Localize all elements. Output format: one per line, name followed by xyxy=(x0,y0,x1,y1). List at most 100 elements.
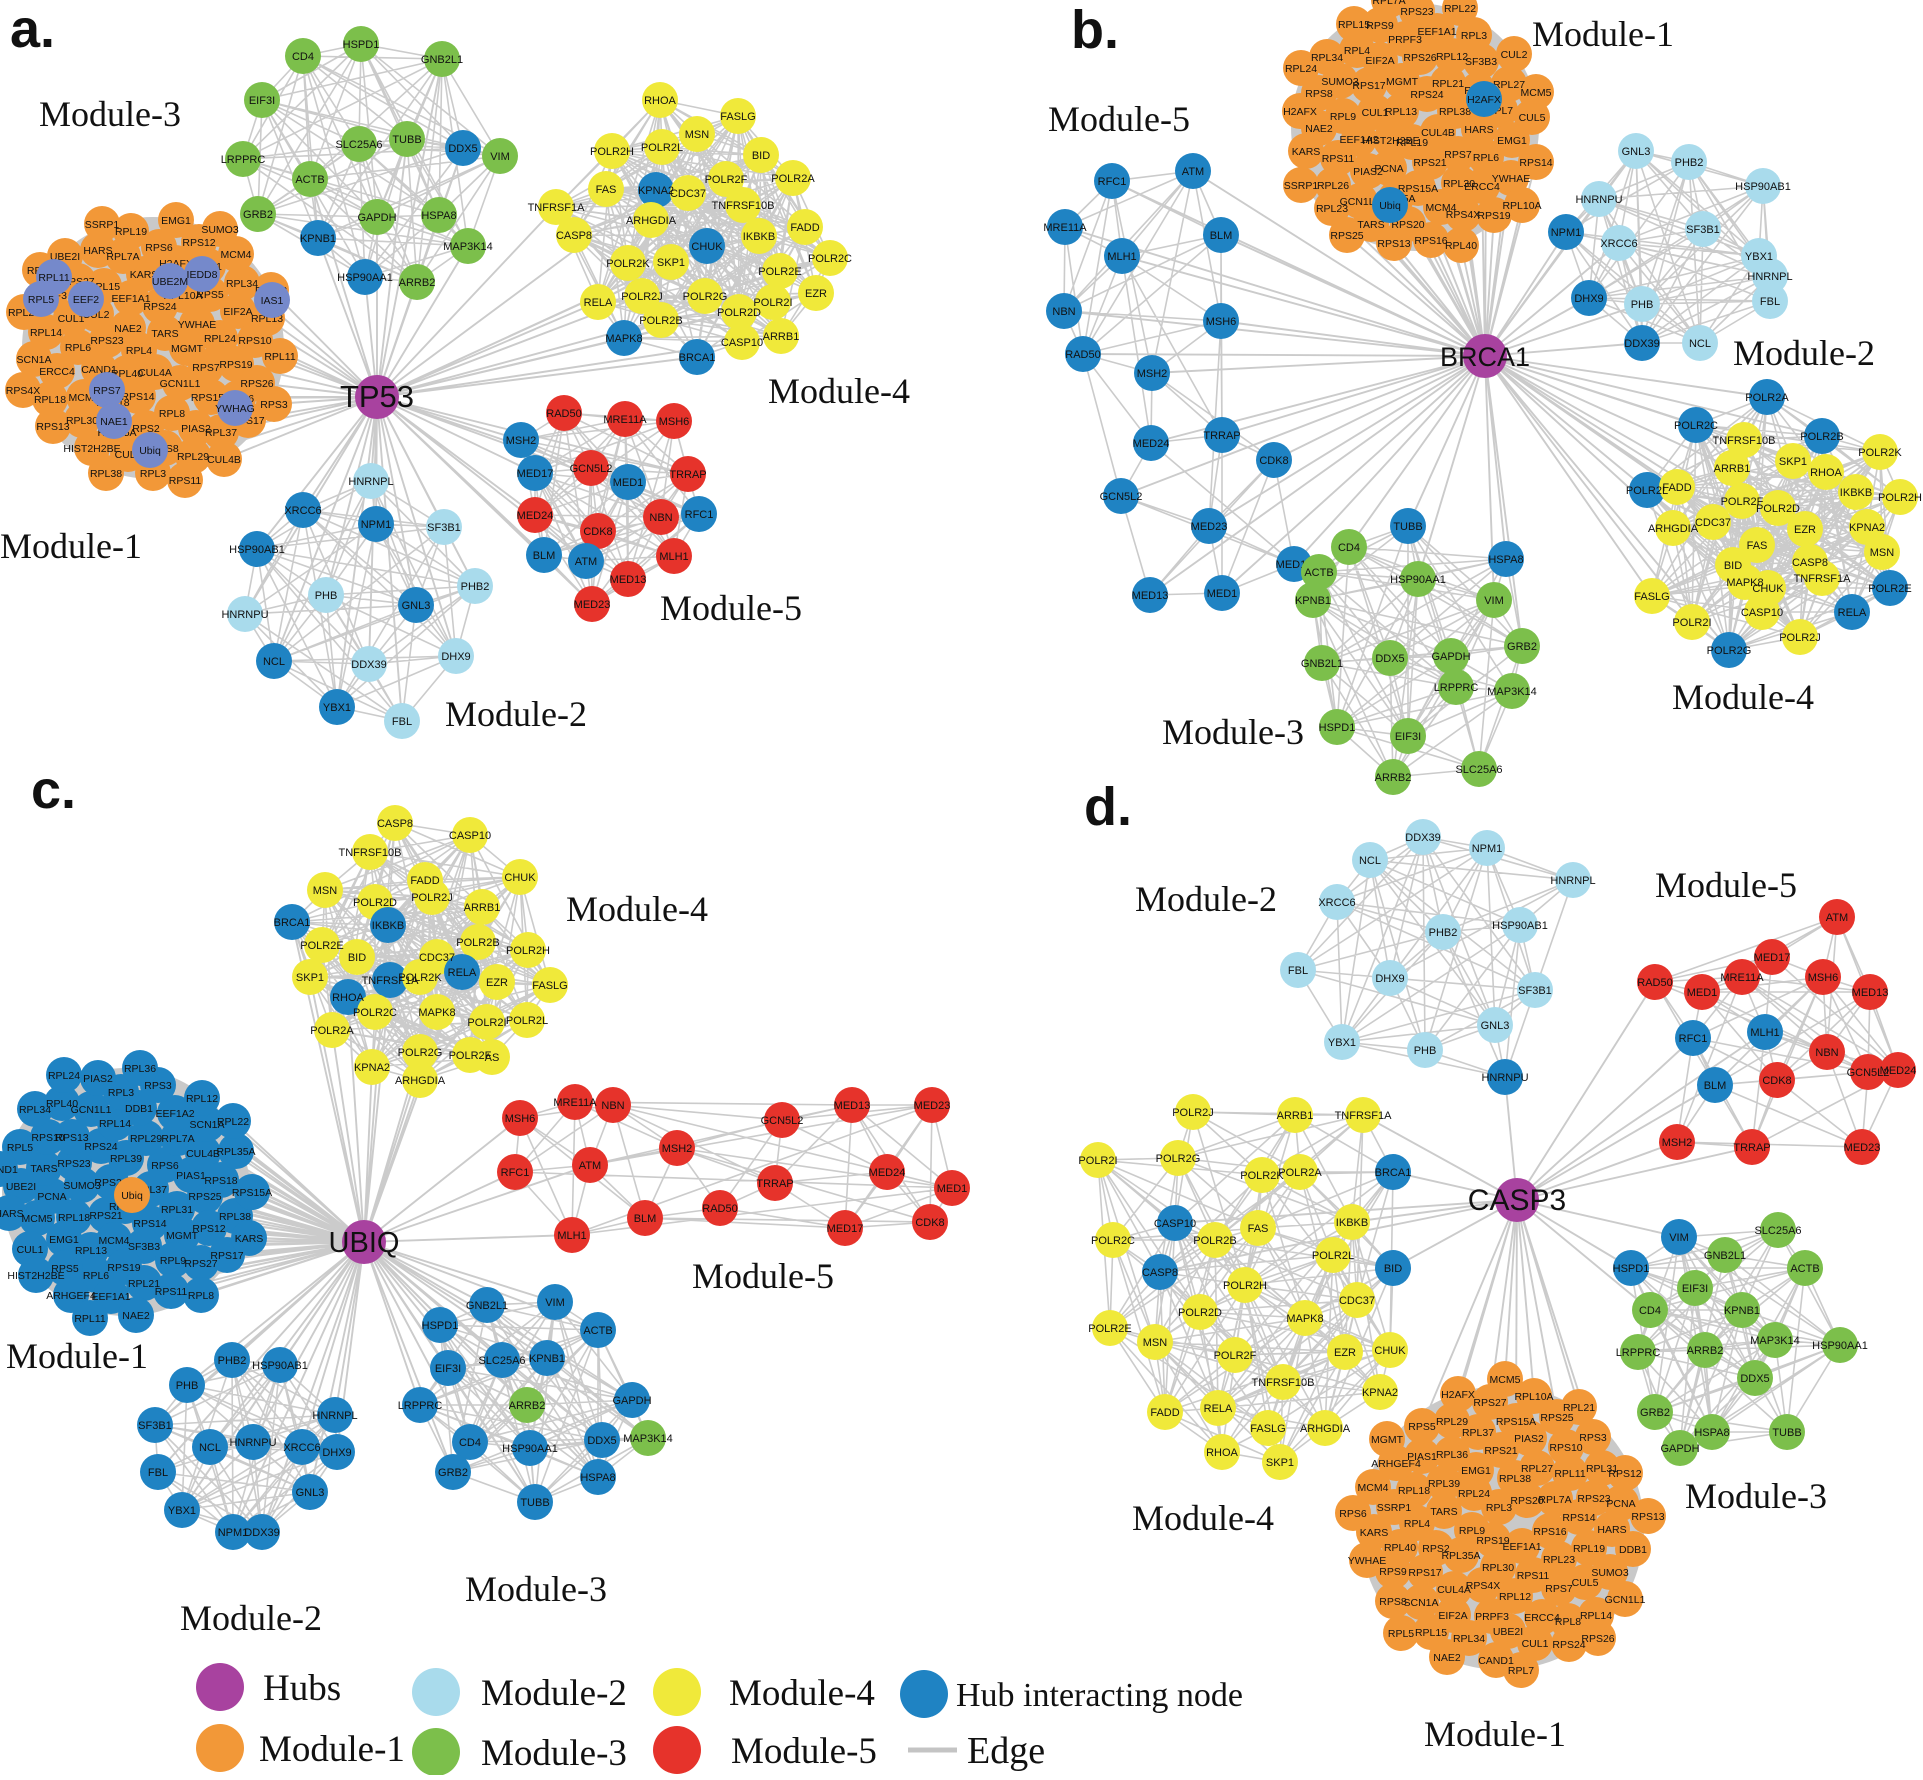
svg-text:LRPPRC: LRPPRC xyxy=(221,154,266,166)
svg-text:POLR2E: POLR2E xyxy=(1868,583,1911,595)
svg-text:ARHGEF4: ARHGEF4 xyxy=(1371,1458,1421,1470)
svg-text:MED17: MED17 xyxy=(827,1223,864,1235)
svg-text:RPL6: RPL6 xyxy=(65,342,91,354)
svg-text:RPL36: RPL36 xyxy=(1436,1449,1468,1461)
svg-text:RPL18: RPL18 xyxy=(1398,1485,1430,1497)
svg-text:MAP3K14: MAP3K14 xyxy=(623,1433,673,1445)
svg-text:CHUK: CHUK xyxy=(1374,1345,1406,1357)
svg-text:CASP3: CASP3 xyxy=(1468,1184,1566,1217)
svg-text:RPL31: RPL31 xyxy=(161,1204,193,1216)
svg-text:KARS: KARS xyxy=(1292,146,1321,158)
svg-text:PHB2: PHB2 xyxy=(218,1355,247,1367)
svg-text:RPL35A: RPL35A xyxy=(1441,1550,1480,1562)
svg-text:GCN1L1: GCN1L1 xyxy=(160,378,201,390)
svg-text:BID: BID xyxy=(752,150,770,162)
svg-text:MSH6: MSH6 xyxy=(1206,316,1237,328)
svg-text:CAND1: CAND1 xyxy=(1478,1655,1514,1667)
svg-text:MED1: MED1 xyxy=(937,1183,968,1195)
svg-text:BID: BID xyxy=(1384,1263,1402,1275)
svg-text:Module-5: Module-5 xyxy=(731,1731,877,1772)
svg-text:RPS16: RPS16 xyxy=(1533,1526,1566,1538)
svg-text:RPL7A: RPL7A xyxy=(161,1133,194,1145)
svg-text:BLM: BLM xyxy=(533,550,556,562)
svg-text:RPS24: RPS24 xyxy=(84,1141,117,1153)
svg-text:HSP90AA1: HSP90AA1 xyxy=(337,272,393,284)
svg-text:MAP3K14: MAP3K14 xyxy=(1487,686,1537,698)
svg-text:EEF1A2: EEF1A2 xyxy=(1339,134,1378,146)
svg-text:POLR2B: POLR2B xyxy=(639,315,682,327)
svg-text:SUMO3: SUMO3 xyxy=(63,1180,101,1192)
svg-text:ARHGDIA: ARHGDIA xyxy=(626,215,677,227)
svg-text:RPL35A: RPL35A xyxy=(216,1146,255,1158)
svg-text:MED24: MED24 xyxy=(517,510,554,522)
svg-text:POLR2K: POLR2K xyxy=(1858,447,1902,459)
svg-text:HARS: HARS xyxy=(0,1208,24,1220)
svg-text:RPS20: RPS20 xyxy=(1391,219,1424,231)
svg-text:POLR2J: POLR2J xyxy=(1172,1107,1214,1119)
svg-text:KARS: KARS xyxy=(1360,1527,1389,1539)
svg-text:HSP90AA1: HSP90AA1 xyxy=(502,1443,558,1455)
svg-text:EIF2A: EIF2A xyxy=(1365,55,1394,67)
svg-text:DDB1: DDB1 xyxy=(1619,1544,1647,1556)
svg-text:RPS2: RPS2 xyxy=(132,423,160,435)
svg-text:POLR2K: POLR2K xyxy=(606,258,650,270)
svg-text:RPS26: RPS26 xyxy=(1403,52,1436,64)
svg-text:POLR2L: POLR2L xyxy=(1626,485,1668,497)
svg-text:MAPK8: MAPK8 xyxy=(605,333,642,345)
svg-text:RPS11: RPS11 xyxy=(1322,153,1355,165)
svg-text:MED1: MED1 xyxy=(613,477,644,489)
svg-text:KPNA2: KPNA2 xyxy=(354,1062,390,1074)
svg-text:RPL38: RPL38 xyxy=(219,1211,251,1223)
svg-text:RPL24: RPL24 xyxy=(1285,63,1317,75)
svg-text:GNL3: GNL3 xyxy=(1481,1020,1510,1032)
svg-text:Module-3: Module-3 xyxy=(1162,712,1304,752)
svg-text:VIM: VIM xyxy=(490,151,510,163)
svg-text:RPS24: RPS24 xyxy=(143,301,176,313)
svg-text:MGMT: MGMT xyxy=(166,1230,199,1242)
svg-text:RPS10: RPS10 xyxy=(1549,1442,1582,1454)
svg-text:MSH6: MSH6 xyxy=(659,416,690,428)
svg-text:DHX9: DHX9 xyxy=(441,651,470,663)
svg-text:GRB2: GRB2 xyxy=(1640,1407,1670,1419)
svg-text:MAPK8: MAPK8 xyxy=(1286,1313,1323,1325)
svg-text:SUMO3: SUMO3 xyxy=(201,224,239,236)
svg-text:GCN5L2: GCN5L2 xyxy=(1847,1067,1890,1079)
svg-text:RPS7: RPS7 xyxy=(93,385,121,397)
svg-text:CDC37: CDC37 xyxy=(419,952,455,964)
svg-text:SF3B3: SF3B3 xyxy=(128,1241,160,1253)
svg-text:TRRAP: TRRAP xyxy=(756,1178,793,1190)
svg-text:RPL18: RPL18 xyxy=(58,1212,90,1224)
svg-text:Module-4: Module-4 xyxy=(566,889,708,929)
svg-text:FASLG: FASLG xyxy=(532,980,567,992)
svg-text:RPS7: RPS7 xyxy=(1545,1583,1573,1595)
svg-text:CHUK: CHUK xyxy=(691,241,723,253)
svg-text:RPS24: RPS24 xyxy=(1552,1639,1585,1651)
svg-text:TNFRSF1A: TNFRSF1A xyxy=(1794,573,1852,585)
svg-text:ARRB1: ARRB1 xyxy=(1714,463,1751,475)
svg-text:CUL1: CUL1 xyxy=(17,1244,44,1256)
svg-text:NPM1: NPM1 xyxy=(1472,843,1503,855)
svg-text:IKBKB: IKBKB xyxy=(1336,1217,1368,1229)
svg-text:YBX1: YBX1 xyxy=(1328,1037,1356,1049)
svg-text:RPS12: RPS12 xyxy=(182,237,215,249)
svg-text:RPL19: RPL19 xyxy=(115,226,147,238)
svg-text:POLR2I: POLR2I xyxy=(1078,1155,1117,1167)
svg-text:GAPDH: GAPDH xyxy=(357,212,396,224)
svg-text:MED23: MED23 xyxy=(1191,521,1228,533)
svg-text:RPS18: RPS18 xyxy=(204,1175,237,1187)
svg-text:RPS15A: RPS15A xyxy=(232,1187,272,1199)
svg-text:MSH2: MSH2 xyxy=(1662,1137,1693,1149)
svg-text:CASP8: CASP8 xyxy=(1792,557,1828,569)
svg-text:CASP10: CASP10 xyxy=(1741,607,1783,619)
svg-text:POLR2H: POLR2H xyxy=(590,146,634,158)
svg-text:RPS5: RPS5 xyxy=(51,1263,79,1275)
svg-text:RPL19: RPL19 xyxy=(1573,1543,1605,1555)
svg-text:POLR2C: POLR2C xyxy=(1091,1235,1135,1247)
svg-text:POLR2G: POLR2G xyxy=(683,291,728,303)
svg-text:TARS: TARS xyxy=(1357,219,1384,231)
svg-text:Module-3: Module-3 xyxy=(39,94,181,134)
svg-text:GCN1L1: GCN1L1 xyxy=(71,1104,112,1116)
svg-text:ARRB1: ARRB1 xyxy=(464,902,501,914)
svg-text:HNRNPU: HNRNPU xyxy=(1481,1072,1528,1084)
svg-text:MED24: MED24 xyxy=(1880,1065,1917,1077)
